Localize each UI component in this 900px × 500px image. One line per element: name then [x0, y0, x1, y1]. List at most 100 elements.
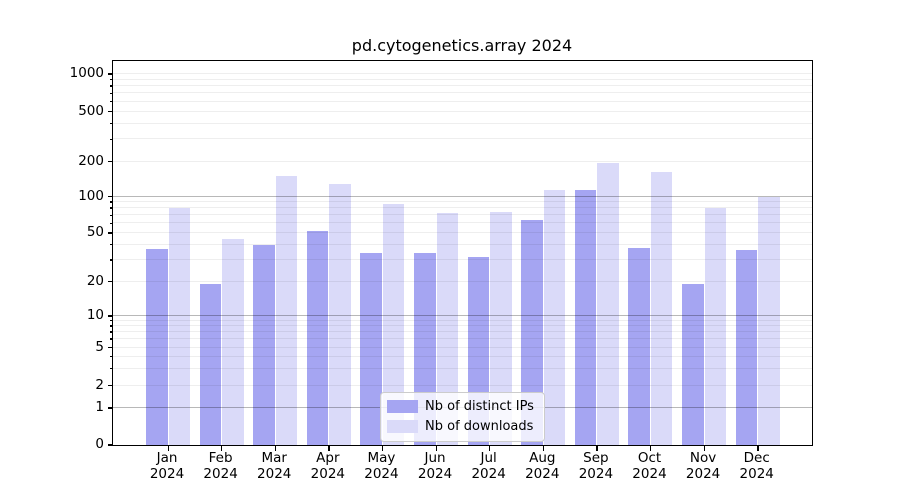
y-minor-tick-300 — [110, 138, 113, 140]
x-tick-mark-may-2024 — [381, 446, 384, 452]
gridline-50 — [113, 232, 812, 233]
gridline-30 — [113, 259, 812, 261]
bar-distinct-ips-feb-2024 — [199, 284, 222, 445]
y-tick-mark-2 — [108, 384, 113, 386]
bar-downloads-may-2024 — [382, 204, 405, 445]
x-tick-mark-mar-2024 — [274, 446, 277, 452]
x-tick-mark-dec-2024 — [757, 446, 759, 452]
gridline-9 — [113, 319, 812, 321]
gridline-300 — [113, 138, 812, 140]
bar-distinct-ips-apr-2024 — [306, 230, 329, 445]
gridline-10 — [113, 315, 812, 316]
bar-distinct-ips-nov-2024 — [682, 284, 704, 445]
gridline-90 — [113, 201, 812, 203]
gridline-100 — [113, 195, 812, 197]
x-tick-label-nov-2024: Nov 2024 — [685, 450, 721, 482]
y-tick-mark-50 — [108, 232, 113, 234]
y-minor-tick-400 — [110, 122, 113, 125]
bar-downloads-apr-2024 — [329, 184, 351, 445]
y-tick-label-50: 50 — [86, 224, 104, 240]
y-tick-mark-100 — [108, 195, 113, 197]
bar-downloads-jan-2024 — [168, 207, 190, 445]
legend-swatch-distinct-ips — [387, 400, 418, 413]
x-tick-label-apr-2024: Apr 2024 — [310, 450, 345, 482]
y-tick-mark-0 — [108, 444, 113, 446]
gridline-70 — [113, 214, 812, 216]
y-tick-mark-1000 — [108, 73, 113, 75]
x-tick-mark-jul-2024 — [489, 446, 491, 452]
x-tick-label-sep-2024: Sep 2024 — [578, 450, 614, 482]
x-tick-label-may-2024: May 2024 — [364, 450, 399, 482]
gridline-6 — [113, 338, 812, 340]
legend: Nb of distinct IPs Nb of downloads — [380, 392, 545, 442]
gridline-900 — [113, 78, 812, 80]
y-tick-label-1: 1 — [95, 399, 104, 415]
y-tick-label-5: 5 — [95, 338, 104, 355]
y-tick-label-500: 500 — [78, 102, 104, 119]
bar-distinct-ips-dec-2024 — [735, 250, 758, 445]
gridline-5 — [113, 346, 812, 348]
legend-swatch-downloads — [387, 420, 418, 433]
gridline-80 — [113, 207, 812, 209]
x-tick-label-jul-2024: Jul 2024 — [471, 450, 506, 482]
x-tick-mark-oct-2024 — [649, 446, 652, 452]
y-tick-label-100: 100 — [78, 187, 104, 204]
x-tick-label-oct-2024: Oct 2024 — [632, 450, 667, 482]
x-tick-label-aug-2024: Aug 2024 — [525, 450, 560, 482]
bar-downloads-feb-2024 — [222, 238, 244, 445]
gridline-500 — [113, 110, 812, 112]
y-tick-label-200: 200 — [78, 152, 104, 169]
gridline-800 — [113, 85, 812, 87]
gridline-200 — [113, 160, 812, 162]
y-tick-label-1000: 1000 — [69, 65, 104, 81]
y-minor-tick-70 — [110, 214, 113, 216]
legend-label-distinct-ips: Nb of distinct IPs — [425, 399, 534, 414]
y-minor-tick-80 — [110, 207, 113, 209]
gridline-700 — [113, 92, 812, 94]
gridline-1000 — [113, 73, 812, 74]
bar-downloads-mar-2024 — [275, 176, 298, 445]
gridline-4 — [113, 355, 812, 357]
gridline-40 — [113, 243, 812, 245]
y-minor-tick-4 — [110, 355, 113, 358]
y-tick-mark-500 — [108, 110, 113, 112]
bar-downloads-dec-2024 — [758, 196, 780, 445]
y-minor-tick-90 — [110, 201, 113, 203]
x-tick-mark-feb-2024 — [221, 446, 223, 452]
axis-ticks-layer — [108, 61, 812, 452]
bar-downloads-aug-2024 — [543, 190, 566, 445]
y-tick-mark-1 — [108, 407, 113, 409]
bar-downloads-nov-2024 — [704, 207, 727, 445]
legend-entry-distinct-ips: Nb of distinct IPs — [387, 399, 534, 414]
gridline-60 — [113, 222, 812, 224]
bar-distinct-ips-may-2024 — [360, 253, 382, 445]
y-tick-label-0: 0 — [95, 436, 104, 452]
plot-area: Nb of distinct IPs Nb of downloads — [108, 60, 813, 452]
x-tick-mark-sep-2024 — [596, 446, 598, 452]
y-minor-tick-700 — [110, 92, 113, 94]
y-tick-mark-10 — [108, 315, 113, 317]
x-tick-label-jan-2024: Jan 2024 — [149, 450, 185, 482]
bar-downloads-jun-2024 — [436, 213, 459, 445]
x-tick-mark-jun-2024 — [435, 446, 437, 452]
gridline-2 — [113, 384, 812, 386]
bar-distinct-ips-jan-2024 — [146, 248, 168, 445]
gridline-400 — [113, 122, 812, 124]
y-minor-tick-8 — [110, 325, 113, 327]
gridline-600 — [113, 100, 812, 102]
y-minor-tick-3 — [110, 367, 113, 370]
x-tick-label-mar-2024: Mar 2024 — [257, 450, 292, 482]
y-tick-label-2: 2 — [95, 376, 104, 393]
y-minor-tick-7 — [110, 331, 113, 333]
bar-downloads-sep-2024 — [597, 163, 619, 445]
x-tick-mark-nov-2024 — [703, 446, 705, 452]
grid-layer — [113, 61, 812, 445]
y-minor-tick-900 — [110, 78, 113, 81]
y-minor-tick-9 — [110, 320, 113, 322]
gridline-3 — [113, 367, 812, 369]
y-minor-tick-30 — [110, 259, 113, 261]
x-tick-label-jun-2024: Jun 2024 — [417, 450, 453, 482]
legend-entry-downloads: Nb of downloads — [387, 419, 534, 434]
bar-downloads-oct-2024 — [650, 172, 673, 445]
